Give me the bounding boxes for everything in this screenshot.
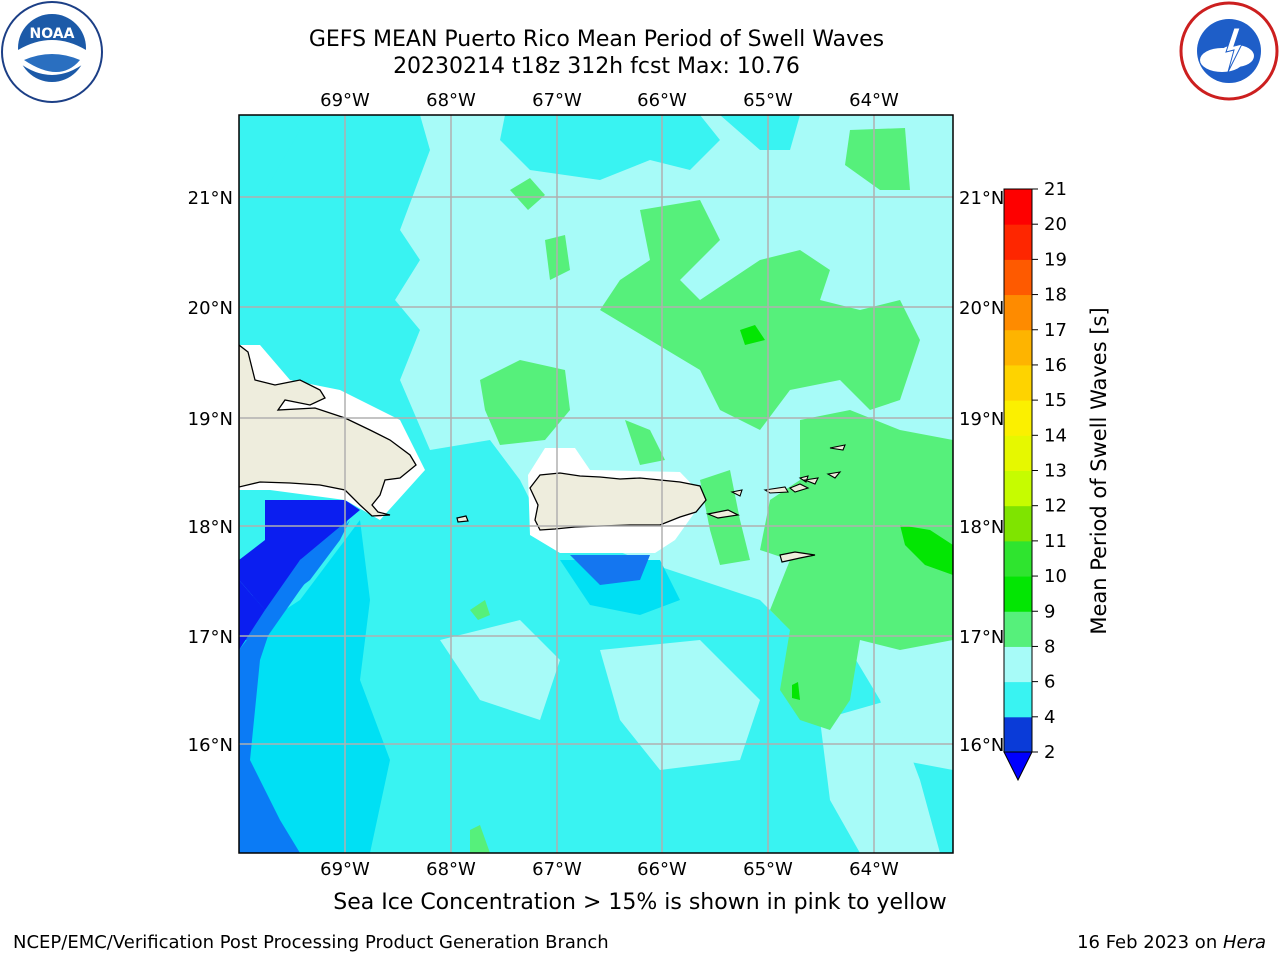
colorbar-tick-label: 15 [1044, 390, 1067, 411]
credit-right: 16 Feb 2023 on Hera [1077, 932, 1266, 953]
lon-label-top: 68°W [426, 90, 476, 111]
lat-label-left: 20°N [188, 298, 233, 319]
colorbar-tick-label: 18 [1044, 285, 1067, 306]
mona-island [456, 515, 469, 523]
colorbar-segment [1004, 576, 1032, 612]
colorbar-tick-label: 2 [1044, 742, 1055, 763]
lon-label-bottom: 65°W [743, 859, 793, 880]
colorbar-tick-label: 19 [1044, 249, 1067, 270]
graticule [239, 115, 953, 853]
colorbar-tick-label: 8 [1044, 636, 1055, 657]
lon-label-bottom: 66°W [637, 859, 687, 880]
credit-left: NCEP/EMC/Verification Post Processing Pr… [13, 932, 609, 953]
noaa-logo: NOAA [1, 1, 103, 103]
colorbar-segment [1004, 364, 1032, 401]
nws-logo [1179, 1, 1279, 101]
lat-label-left: 17°N [188, 627, 233, 648]
lat-label-left: 21°N [188, 188, 233, 209]
colorbar-tick-label: 21 [1044, 179, 1067, 200]
colorbar-tick-label: 9 [1044, 601, 1055, 622]
lat-label-left: 19°N [188, 409, 233, 430]
colorbar-segment [1004, 189, 1032, 225]
colorbar-segment [1004, 681, 1032, 718]
colorbar-tick-label: 4 [1044, 707, 1055, 728]
colorbar-tick-label: 14 [1044, 425, 1067, 446]
lon-label-top: 66°W [637, 90, 687, 111]
hispaniola-land [239, 344, 417, 517]
colorbar: 2 4 6 8 9 10 11 12 13 14 15 16 17 18 19 20 21 [1003, 179, 1067, 782]
lat-label-right: 17°N [959, 627, 1004, 648]
noaa-logo-text: NOAA [30, 26, 75, 42]
colorbar-segment [1004, 259, 1032, 296]
lat-label-right: 20°N [959, 298, 1004, 319]
colorbar-tick-label: 6 [1044, 672, 1055, 693]
lon-label-top: 64°W [849, 90, 899, 111]
colorbar-tick-label: 13 [1044, 461, 1067, 482]
lat-label-left: 18°N [188, 517, 233, 538]
lon-label-top: 67°W [532, 90, 582, 111]
colorbar-segment [1004, 540, 1032, 577]
colorbar-segment [1004, 224, 1032, 260]
colorbar-segment [1004, 646, 1032, 683]
colorbar-segment [1004, 505, 1032, 542]
lat-label-right: 16°N [959, 735, 1004, 756]
vieques-island [705, 509, 740, 519]
credit-host: Hera [1222, 932, 1266, 953]
st-croix-island [779, 551, 816, 563]
virgin-islands [730, 444, 846, 497]
lon-label-bottom: 69°W [320, 859, 370, 880]
lon-label-bottom: 68°W [426, 859, 476, 880]
chart-title-line2: 20230214 t18z 312h fcst Max: 10.76 [393, 54, 800, 79]
lon-label-top: 69°W [320, 90, 370, 111]
sea-ice-caption: Sea Ice Concentration > 15% is shown in … [333, 890, 947, 915]
colorbar-segment [1004, 435, 1032, 471]
chart-title-line1: GEFS MEAN Puerto Rico Mean Period of Swe… [308, 27, 885, 52]
colorbar-tick-label: 16 [1044, 355, 1067, 376]
colorbar-segment [1004, 470, 1032, 507]
colorbar-segment [1004, 329, 1032, 366]
colorbar-segment [1004, 400, 1032, 436]
colorbar-tick-label: 20 [1044, 214, 1067, 235]
colorbar-segment [1004, 716, 1032, 753]
colorbar-extend-arrow [1003, 751, 1033, 782]
lat-label-right: 19°N [959, 409, 1004, 430]
colorbar-label: Mean Period of Swell Waves [s] [1087, 307, 1111, 634]
lon-label-top: 65°W [743, 90, 793, 111]
map-frame [238, 114, 954, 854]
colorbar-tick-label: 17 [1044, 320, 1067, 341]
lat-label-right: 21°N [959, 188, 1004, 209]
colorbar-segment [1004, 294, 1032, 331]
colorbar-segment [1004, 611, 1032, 647]
lon-label-bottom: 64°W [849, 859, 899, 880]
colorbar-tick-label: 10 [1044, 566, 1067, 587]
lat-label-left: 16°N [188, 735, 233, 756]
colorbar-tick-label: 12 [1044, 496, 1067, 517]
lat-label-right: 18°N [959, 517, 1004, 538]
colorbar-tick-label: 11 [1044, 531, 1067, 552]
lon-label-bottom: 67°W [532, 859, 582, 880]
credit-date: 16 Feb 2023 on [1077, 932, 1223, 953]
